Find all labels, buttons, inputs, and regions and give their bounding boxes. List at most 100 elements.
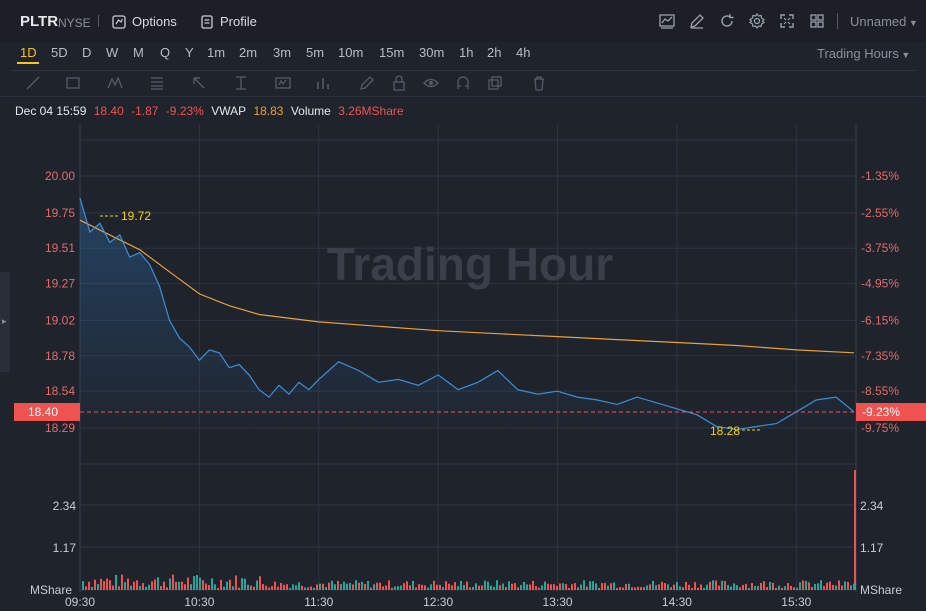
- session-selector[interactable]: Trading Hours ▼: [817, 46, 910, 61]
- period-15m[interactable]: 15m: [379, 45, 405, 60]
- period-5m[interactable]: 5m: [306, 45, 325, 60]
- measure-tool-icon[interactable]: [232, 74, 250, 92]
- percent-tick-label: -1.35%: [861, 169, 899, 183]
- volume-tick-right: 2.34: [860, 499, 884, 513]
- volume-bar: [805, 580, 807, 590]
- volume-bar: [112, 585, 114, 590]
- period-1m[interactable]: 1m: [207, 45, 226, 60]
- period-3m[interactable]: 3m: [273, 45, 292, 60]
- period-y[interactable]: Y: [185, 45, 194, 60]
- volume-bar: [352, 584, 354, 590]
- volume-bar: [451, 585, 453, 590]
- volume-bar: [469, 587, 471, 590]
- volume-bar: [334, 584, 336, 590]
- volume-bar: [526, 584, 528, 590]
- volume-bar: [397, 586, 399, 590]
- volume-bar: [148, 584, 150, 590]
- volume-bar: [340, 584, 342, 590]
- volume-bar: [355, 580, 357, 590]
- volume-bar: [562, 583, 564, 590]
- volume-bar: [757, 586, 759, 590]
- period-m[interactable]: M: [133, 45, 144, 60]
- volume-bar: [835, 585, 837, 590]
- period-1d[interactable]: 1D: [20, 45, 37, 60]
- volume-bar: [715, 580, 717, 590]
- period-d[interactable]: D: [82, 45, 92, 60]
- volume-bar: [493, 586, 495, 590]
- trash-icon[interactable]: [530, 74, 548, 92]
- last-pct-label: -9.23%: [862, 405, 900, 419]
- lock-icon[interactable]: [390, 74, 408, 92]
- indicator-tool-icon[interactable]: [314, 74, 332, 92]
- pen-tool-icon[interactable]: [358, 74, 376, 92]
- volume-bar: [712, 580, 714, 590]
- period-2h[interactable]: 2h: [487, 45, 502, 60]
- volume-bar: [556, 586, 558, 590]
- volume-bar: [592, 581, 594, 590]
- volume-bar: [661, 581, 663, 590]
- options-button[interactable]: Options: [112, 14, 177, 29]
- volume-bar: [409, 585, 411, 590]
- period-10m[interactable]: 10m: [338, 45, 364, 60]
- price-tick-label: 19.51: [45, 241, 75, 255]
- volume-bar: [490, 585, 492, 590]
- profile-button[interactable]: Profile: [200, 14, 257, 29]
- volume-bar: [370, 587, 372, 590]
- volume-bar: [220, 579, 222, 590]
- sidebar-toggle[interactable]: ▸: [0, 272, 10, 372]
- text-tool-icon[interactable]: [274, 74, 292, 92]
- volume-unit-left: MShare: [30, 583, 72, 597]
- profile-label: Profile: [220, 14, 257, 29]
- volume-bar: [262, 584, 264, 590]
- copy-icon[interactable]: [486, 74, 504, 92]
- volume-bar: [307, 587, 309, 590]
- volume-bar: [343, 581, 345, 590]
- volume-bar: [742, 584, 744, 590]
- layout-selector[interactable]: Unnamed ▼: [850, 14, 918, 29]
- volume-bar: [121, 574, 123, 590]
- volume-bar: [598, 587, 600, 590]
- volume-bar: [625, 584, 627, 590]
- draw-icon[interactable]: [688, 12, 706, 30]
- period-4h[interactable]: 4h: [516, 45, 531, 60]
- volume-bar: [127, 578, 129, 590]
- period-30m[interactable]: 30m: [419, 45, 445, 60]
- grid-icon[interactable]: [808, 12, 826, 30]
- period-1h[interactable]: 1h: [459, 45, 474, 60]
- period-2m[interactable]: 2m: [239, 45, 258, 60]
- chart-icon[interactable]: [658, 12, 676, 30]
- fib-tool-icon[interactable]: [148, 74, 166, 92]
- divider: [0, 96, 926, 97]
- period-q[interactable]: Q: [160, 45, 171, 60]
- volume-bar: [487, 581, 489, 590]
- period-5d[interactable]: 5D: [51, 45, 68, 60]
- ticker-symbol[interactable]: PLTR: [20, 13, 59, 30]
- drawing-toolbar: [10, 70, 916, 95]
- volume-bar: [769, 582, 771, 590]
- volume-bar: [460, 580, 462, 590]
- volume-bar: [688, 584, 690, 590]
- settings-icon[interactable]: [748, 12, 766, 30]
- quote-change-pct: -9.23%: [165, 104, 204, 118]
- volume-bar: [211, 578, 213, 590]
- fullscreen-icon[interactable]: [778, 12, 796, 30]
- arrow-tool-icon[interactable]: [190, 74, 208, 92]
- rectangle-tool-icon[interactable]: [64, 74, 82, 92]
- volume-bar: [760, 582, 762, 590]
- refresh-icon[interactable]: [718, 12, 736, 30]
- magnet-icon[interactable]: [454, 74, 472, 92]
- volume-bar: [250, 585, 252, 590]
- quote-datetime: Dec 04 15:59: [15, 104, 87, 118]
- period-w[interactable]: W: [106, 45, 119, 60]
- chart-watermark: Trading Hour: [327, 238, 613, 290]
- pattern-tool-icon[interactable]: [106, 74, 124, 92]
- eye-icon[interactable]: [422, 74, 440, 92]
- volume-bar: [142, 583, 144, 590]
- last-price-label: 18.40: [28, 405, 58, 419]
- volume-bar: [184, 584, 186, 590]
- volume-bar: [640, 587, 642, 590]
- volume-bar: [664, 583, 666, 590]
- price-tick-label: 18.29: [45, 421, 75, 435]
- trendline-tool-icon[interactable]: [24, 74, 42, 92]
